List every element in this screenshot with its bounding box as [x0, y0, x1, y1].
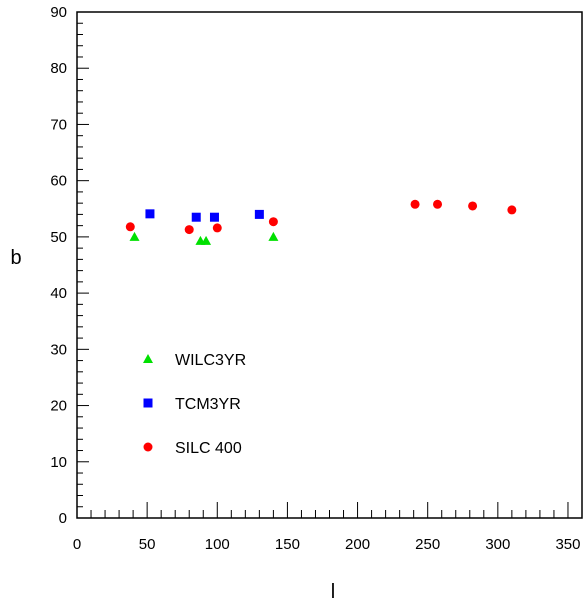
data-point-tcm3yr	[191, 212, 201, 222]
data-point-tcm3yr	[254, 209, 264, 219]
legend-marker-tcm3yr	[143, 398, 153, 408]
y-tick-label: 40	[50, 285, 67, 302]
x-tick-label: 150	[275, 536, 300, 553]
x-axis-label: l	[331, 581, 335, 603]
x-tick-label: 100	[205, 536, 230, 553]
plot-frame	[76, 11, 583, 519]
y-tick-label: 70	[50, 116, 67, 133]
y-tick-label: 90	[50, 4, 67, 21]
ticks-layer	[76, 11, 583, 519]
legend-label-wilc3yr: WILC3YR	[175, 352, 246, 369]
data-point-silc-400	[184, 225, 194, 235]
data-point-silc-400	[125, 222, 135, 232]
points-layer	[125, 199, 517, 245]
data-point-tcm3yr	[209, 212, 219, 222]
y-axis-label: b	[10, 247, 21, 269]
x-tick-label: 200	[345, 536, 370, 553]
x-tick-label: 300	[485, 536, 510, 553]
data-point-silc-400	[212, 223, 222, 233]
x-tick-label: 250	[415, 536, 440, 553]
data-point-wilc3yr	[201, 235, 212, 245]
data-point-silc-400	[507, 205, 517, 215]
y-tick-label: 10	[50, 454, 67, 471]
data-point-wilc3yr	[129, 231, 140, 241]
legend-label-silc-400: SILC 400	[175, 440, 242, 457]
data-point-silc-400	[410, 199, 420, 209]
tick-labels-layer: 0 50 100 150 200 250 300 350 0 10 20 30 40 50 60 70 80 90	[50, 4, 580, 553]
legend-marker-silc-400	[143, 442, 153, 452]
y-tick-label: 0	[59, 510, 67, 527]
data-point-silc-400	[468, 201, 478, 211]
y-tick-label: 30	[50, 341, 67, 358]
x-tick-label: 50	[139, 536, 156, 553]
y-tick-label: 60	[50, 173, 67, 190]
legend: WILC3YR TCM3YR SILC 400	[143, 352, 246, 457]
y-tick-label: 20	[50, 398, 67, 415]
data-point-silc-400	[268, 217, 278, 227]
legend-label-tcm3yr: TCM3YR	[175, 396, 241, 413]
y-tick-label: 80	[50, 60, 67, 77]
x-tick-label: 0	[73, 536, 81, 553]
x-tick-label: 350	[555, 536, 580, 553]
legend-marker-wilc3yr	[143, 354, 153, 363]
data-point-silc-400	[433, 199, 443, 209]
y-tick-label: 50	[50, 229, 67, 246]
data-point-tcm3yr	[145, 209, 155, 219]
data-point-wilc3yr	[268, 231, 279, 241]
